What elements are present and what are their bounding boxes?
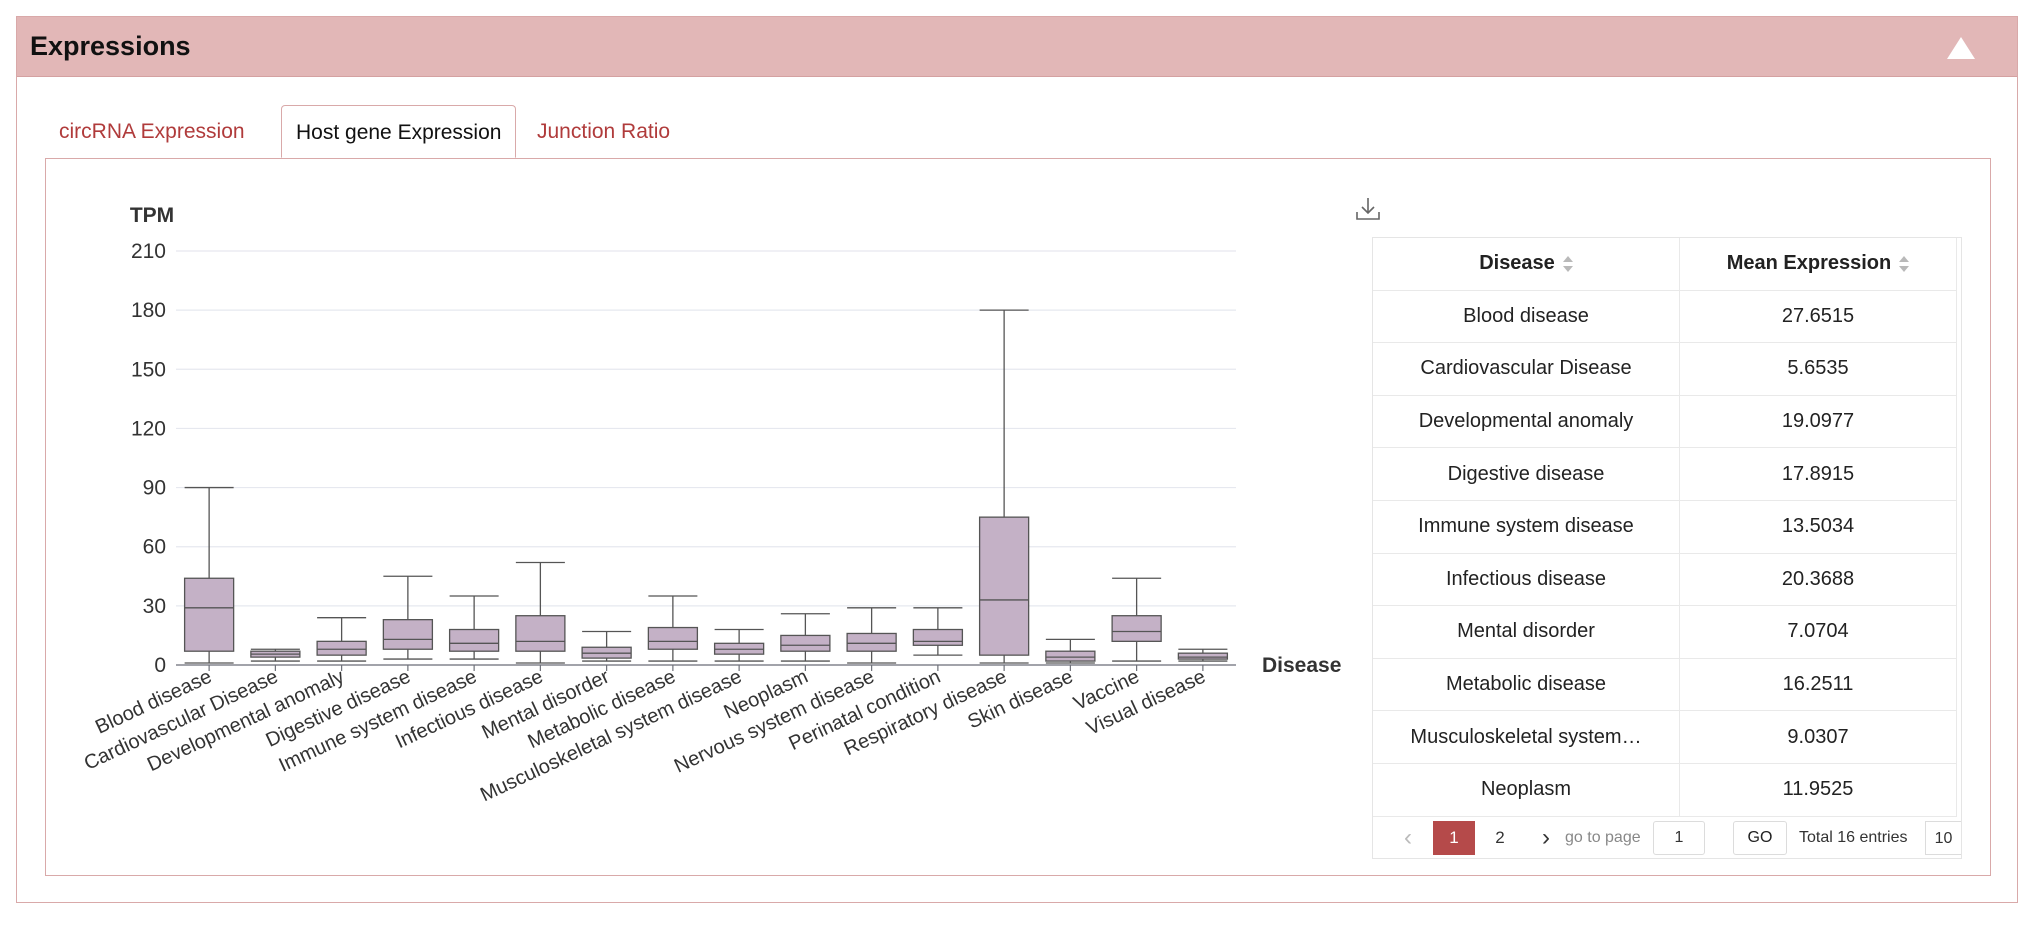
panel-header: Expressions — [17, 17, 2017, 77]
mean-expression-cell: 17.8915 — [1680, 448, 1957, 501]
box — [317, 641, 366, 655]
y-tick-label: 210 — [131, 240, 166, 263]
y-tick-label: 150 — [131, 358, 166, 381]
disease-cell: Neoplasm — [1373, 763, 1680, 816]
y-tick-label: 30 — [143, 595, 166, 618]
box — [185, 578, 234, 651]
expression-table: Disease Mean Expression Blood disease 27.… — [1372, 237, 1962, 859]
box — [648, 628, 697, 650]
box — [913, 630, 962, 646]
page-size-select[interactable]: 10 — [1925, 821, 1961, 855]
mean-expression-cell: 9.0307 — [1680, 711, 1957, 764]
table-row: Infectious disease 20.3688 — [1373, 553, 1957, 606]
y-tick-label: 0 — [154, 654, 166, 677]
disease-cell: Digestive disease — [1373, 448, 1680, 501]
disease-cell: Infectious disease — [1373, 553, 1680, 606]
mean-expression-cell: 5.6535 — [1680, 343, 1957, 396]
table-row: Musculoskeletal system… 9.0307 — [1373, 711, 1957, 764]
box — [383, 620, 432, 650]
mean-expression-cell: 11.9525 — [1680, 763, 1957, 816]
mean-expression-cell: 20.3688 — [1680, 553, 1957, 606]
mean-expression-cell: 7.0704 — [1680, 606, 1957, 659]
mean-expression-cell: 19.0977 — [1680, 395, 1957, 448]
mean-expression-cell: 16.2511 — [1680, 658, 1957, 711]
table-row: Cardiovascular Disease 5.6535 — [1373, 343, 1957, 396]
tab-host-gene-expression[interactable]: Host gene Expression — [281, 105, 516, 158]
chevron-right-icon[interactable]: › — [1535, 821, 1557, 855]
box — [781, 635, 830, 651]
box — [980, 517, 1029, 655]
disease-cell: Immune system disease — [1373, 500, 1680, 553]
page-button-2[interactable]: 2 — [1479, 821, 1521, 855]
tab-content: 0 30 60 90 120 150 180 210 TPM Disease Blood disea… — [45, 158, 1991, 876]
tab-circrna-expression[interactable]: circRNA Expression — [45, 105, 259, 158]
mean-expression-cell: 13.5034 — [1680, 500, 1957, 553]
caret-up-icon[interactable] — [1945, 37, 1977, 61]
disease-cell: Cardiovascular Disease — [1373, 343, 1680, 396]
y-axis-title: TPM — [130, 204, 174, 227]
box — [1178, 653, 1227, 659]
table-row: Mental disorder 7.0704 — [1373, 606, 1957, 659]
y-tick-label: 90 — [143, 477, 166, 500]
disease-cell: Developmental anomaly — [1373, 395, 1680, 448]
y-tick-label: 180 — [131, 299, 166, 322]
disease-cell: Blood disease — [1373, 290, 1680, 343]
table-row: Blood disease 27.6515 — [1373, 290, 1957, 343]
table-row: Immune system disease 13.5034 — [1373, 500, 1957, 553]
goto-page-input[interactable] — [1653, 821, 1705, 855]
panel-title: Expressions — [30, 31, 191, 62]
x-axis-title: Disease — [1262, 654, 1341, 677]
chevron-left-icon[interactable]: ‹ — [1397, 821, 1419, 855]
y-tick-label: 120 — [131, 417, 166, 440]
table-row: Developmental anomaly 19.0977 — [1373, 395, 1957, 448]
box — [1046, 651, 1095, 661]
y-tick-label: 60 — [143, 536, 166, 559]
sort-icon[interactable] — [1899, 255, 1909, 273]
disease-cell: Mental disorder — [1373, 606, 1680, 659]
tab-junction-ratio[interactable]: Junction Ratio — [523, 105, 684, 158]
column-header-mean-expression[interactable]: Mean Expression — [1680, 238, 1957, 290]
page-button-1[interactable]: 1 — [1433, 821, 1475, 855]
box — [450, 630, 499, 652]
disease-cell: Musculoskeletal system… — [1373, 711, 1680, 764]
column-header-label: Mean Expression — [1727, 252, 1892, 274]
mean-expression-cell: 27.6515 — [1680, 290, 1957, 343]
total-entries: Total 16 entries — [1799, 821, 1908, 855]
box — [847, 633, 896, 651]
expressions-panel: Expressions circRNA Expression Host gene… — [16, 16, 2018, 903]
goto-label: go to page — [1565, 821, 1641, 855]
box — [1112, 616, 1161, 642]
table-row: Neoplasm 11.9525 — [1373, 763, 1957, 816]
table-row: Metabolic disease 16.2511 — [1373, 658, 1957, 711]
box — [516, 616, 565, 651]
column-header-disease[interactable]: Disease — [1373, 238, 1680, 290]
go-button[interactable]: GO — [1733, 821, 1787, 855]
table-row: Digestive disease 17.8915 — [1373, 448, 1957, 501]
sort-icon[interactable] — [1563, 255, 1573, 273]
pagination: ‹ 1 2 › go to page GO Total 16 entries 1… — [1373, 813, 1961, 859]
disease-cell: Metabolic disease — [1373, 658, 1680, 711]
download-icon[interactable] — [1354, 195, 1382, 223]
column-header-label: Disease — [1479, 252, 1555, 274]
